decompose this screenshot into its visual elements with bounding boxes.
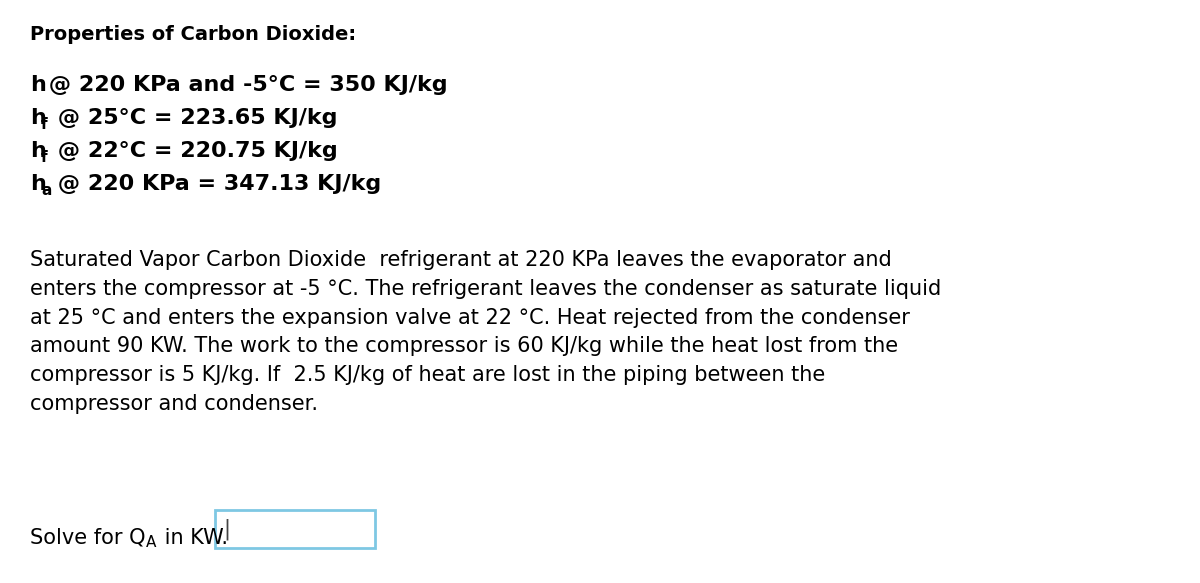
Text: h: h <box>30 75 46 95</box>
Text: @ 220 KPa = 347.13 KJ/kg: @ 220 KPa = 347.13 KJ/kg <box>50 174 382 194</box>
Text: @ 22°C = 220.75 KJ/kg: @ 22°C = 220.75 KJ/kg <box>50 141 337 161</box>
Text: Solve for Q: Solve for Q <box>30 528 145 548</box>
Text: in KW.: in KW. <box>158 528 228 548</box>
Text: A: A <box>146 535 156 550</box>
Text: h: h <box>30 174 46 194</box>
Text: Saturated Vapor Carbon Dioxide  refrigerant at 220 KPa leaves the evaporator and: Saturated Vapor Carbon Dioxide refrigera… <box>30 250 941 414</box>
Text: @ 220 KPa and -5°C = 350 KJ/kg: @ 220 KPa and -5°C = 350 KJ/kg <box>41 75 448 95</box>
Text: f: f <box>41 117 48 132</box>
Text: h: h <box>30 108 46 128</box>
Text: @ 25°C = 223.65 KJ/kg: @ 25°C = 223.65 KJ/kg <box>50 108 337 128</box>
Text: f: f <box>41 150 48 165</box>
Text: h: h <box>30 141 46 161</box>
Text: Properties of Carbon Dioxide:: Properties of Carbon Dioxide: <box>30 25 356 44</box>
Text: a: a <box>41 183 52 198</box>
Text: |: | <box>223 518 230 540</box>
FancyBboxPatch shape <box>215 510 374 548</box>
